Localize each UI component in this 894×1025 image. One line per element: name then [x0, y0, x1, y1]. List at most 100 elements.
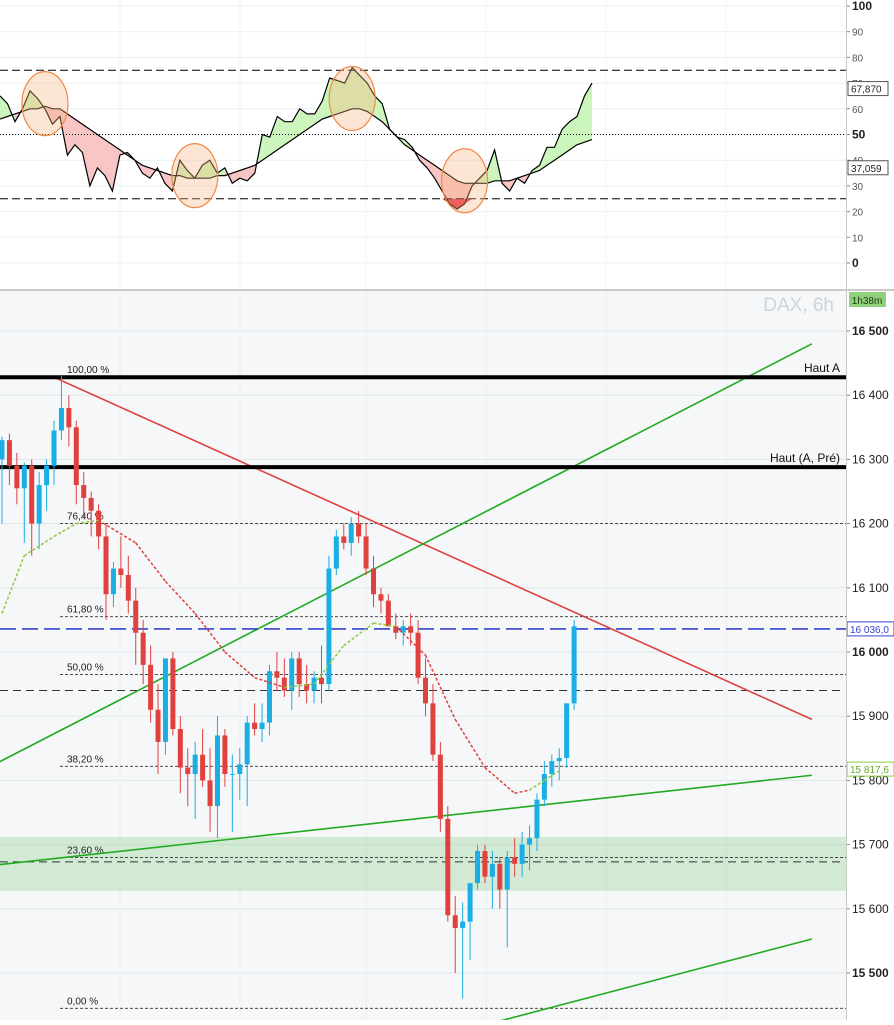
trendline — [0, 343, 813, 763]
oscillator-fill-segment — [29, 90, 38, 109]
value-badge-text: 37,059 — [851, 164, 882, 175]
candle-body — [14, 465, 20, 489]
candle-body — [527, 838, 533, 845]
timer-text: 1h38m — [852, 296, 883, 307]
moving-average-segment — [395, 625, 427, 656]
candle-body — [162, 658, 168, 742]
oscillator-fill-segment — [329, 77, 338, 117]
oscillator-fill-segment — [142, 165, 150, 179]
candle-body — [408, 626, 414, 633]
oscillator-fill-segment — [52, 108, 60, 125]
axis-tick-label: 20 — [852, 208, 864, 219]
value-badge — [847, 160, 889, 176]
axis-tick-label: 15 600 — [852, 902, 889, 916]
axis-tick-label: 80 — [852, 53, 864, 64]
oscillator-fill-segment — [299, 108, 308, 135]
candle-body — [259, 722, 265, 730]
moving-average-segment — [164, 580, 196, 614]
candle-body — [200, 754, 206, 781]
candle-body — [125, 574, 131, 601]
candle-body — [489, 863, 495, 877]
oscillator-fill-segment — [74, 119, 83, 153]
oscillator-fill-segment — [434, 165, 443, 192]
candle-body — [549, 761, 555, 774]
candle-body — [207, 780, 213, 807]
oscillator-fill-segment — [292, 108, 300, 140]
candle-body — [58, 408, 64, 431]
horizontal-line-label: Haut A — [804, 361, 840, 375]
candle-body — [73, 427, 79, 486]
oscillator-fill-segment — [284, 121, 293, 145]
candle-body — [534, 799, 540, 839]
fib-label: 0,00 % — [67, 996, 98, 1007]
moving-average-segment — [313, 645, 345, 685]
candle-body — [0, 440, 5, 460]
candle-body — [96, 510, 102, 537]
oscillator-background — [0, 0, 846, 289]
candle-body — [88, 497, 94, 511]
candle-body — [140, 632, 146, 665]
fib-label: 50,00 % — [67, 662, 104, 673]
oscillator-extreme-fill — [449, 198, 458, 210]
oscillator-fill-segment — [269, 116, 278, 156]
highlight-ellipse — [171, 143, 219, 209]
oscillator-fill-segment — [577, 95, 585, 145]
horizontal-lines[interactable]: Haut A Haut (A, Pré) — [0, 361, 846, 630]
candle-body — [363, 536, 369, 569]
candle-body — [148, 664, 154, 710]
moving-average-segment — [23, 535, 55, 557]
axis-tick-label: 90 — [852, 28, 864, 39]
candle-body — [110, 568, 116, 595]
trendlines[interactable] — [0, 343, 813, 1020]
oscillator-fill-segment — [584, 83, 592, 143]
support-zone-rect — [0, 836, 846, 891]
candle-body — [103, 536, 109, 595]
candle-body — [556, 757, 562, 762]
oscillator-lines — [0, 66, 593, 210]
candle-body — [214, 735, 220, 807]
oscillator-fill-segment — [82, 124, 90, 186]
moving-average-segment — [98, 519, 137, 544]
candle-body — [348, 523, 354, 543]
candle-body — [467, 883, 473, 922]
candle-body — [541, 773, 547, 800]
candle-body — [333, 536, 339, 569]
candle-body — [29, 465, 35, 524]
candle-body — [356, 523, 362, 537]
moving-average-segment — [1, 555, 25, 614]
axis-tick-label: 16 100 — [852, 581, 889, 595]
candle-body — [118, 568, 124, 575]
axis-tick-label: 0 — [852, 256, 859, 270]
candle-body — [36, 485, 42, 524]
candle-body — [460, 921, 466, 929]
axis-tick-label: 30 — [852, 182, 864, 193]
moving-average-segment — [224, 651, 256, 679]
candle-body — [378, 594, 384, 601]
fib-label: 76,40 % — [67, 512, 104, 523]
oscillator-levels — [0, 69, 846, 200]
trendline — [0, 774, 812, 866]
candle-body — [6, 440, 12, 466]
candle-body — [430, 703, 436, 755]
axis-tick-label: 15 800 — [852, 773, 889, 787]
fib-label: 61,80 % — [67, 605, 104, 616]
oscillator-fill-segment — [569, 116, 578, 150]
fib-label: 23,60 % — [67, 845, 104, 856]
oscillator-fill-segment — [262, 134, 270, 161]
candle-body — [452, 915, 458, 929]
oscillator-fill-segment — [322, 77, 330, 120]
oscillator-fill-segment — [562, 121, 570, 156]
candle-body — [393, 626, 399, 633]
candle-body — [170, 658, 176, 730]
candle-body — [252, 722, 258, 730]
moving-average-segment — [254, 676, 285, 689]
candle-body — [385, 600, 391, 627]
fib-label: 38,20 % — [67, 754, 104, 765]
candle-body — [445, 818, 451, 916]
oscillator-fill-segment — [442, 170, 450, 204]
candle-body — [185, 767, 191, 774]
oscillator-fill-segment — [239, 167, 248, 181]
fib-label: 100,00 % — [67, 365, 109, 376]
